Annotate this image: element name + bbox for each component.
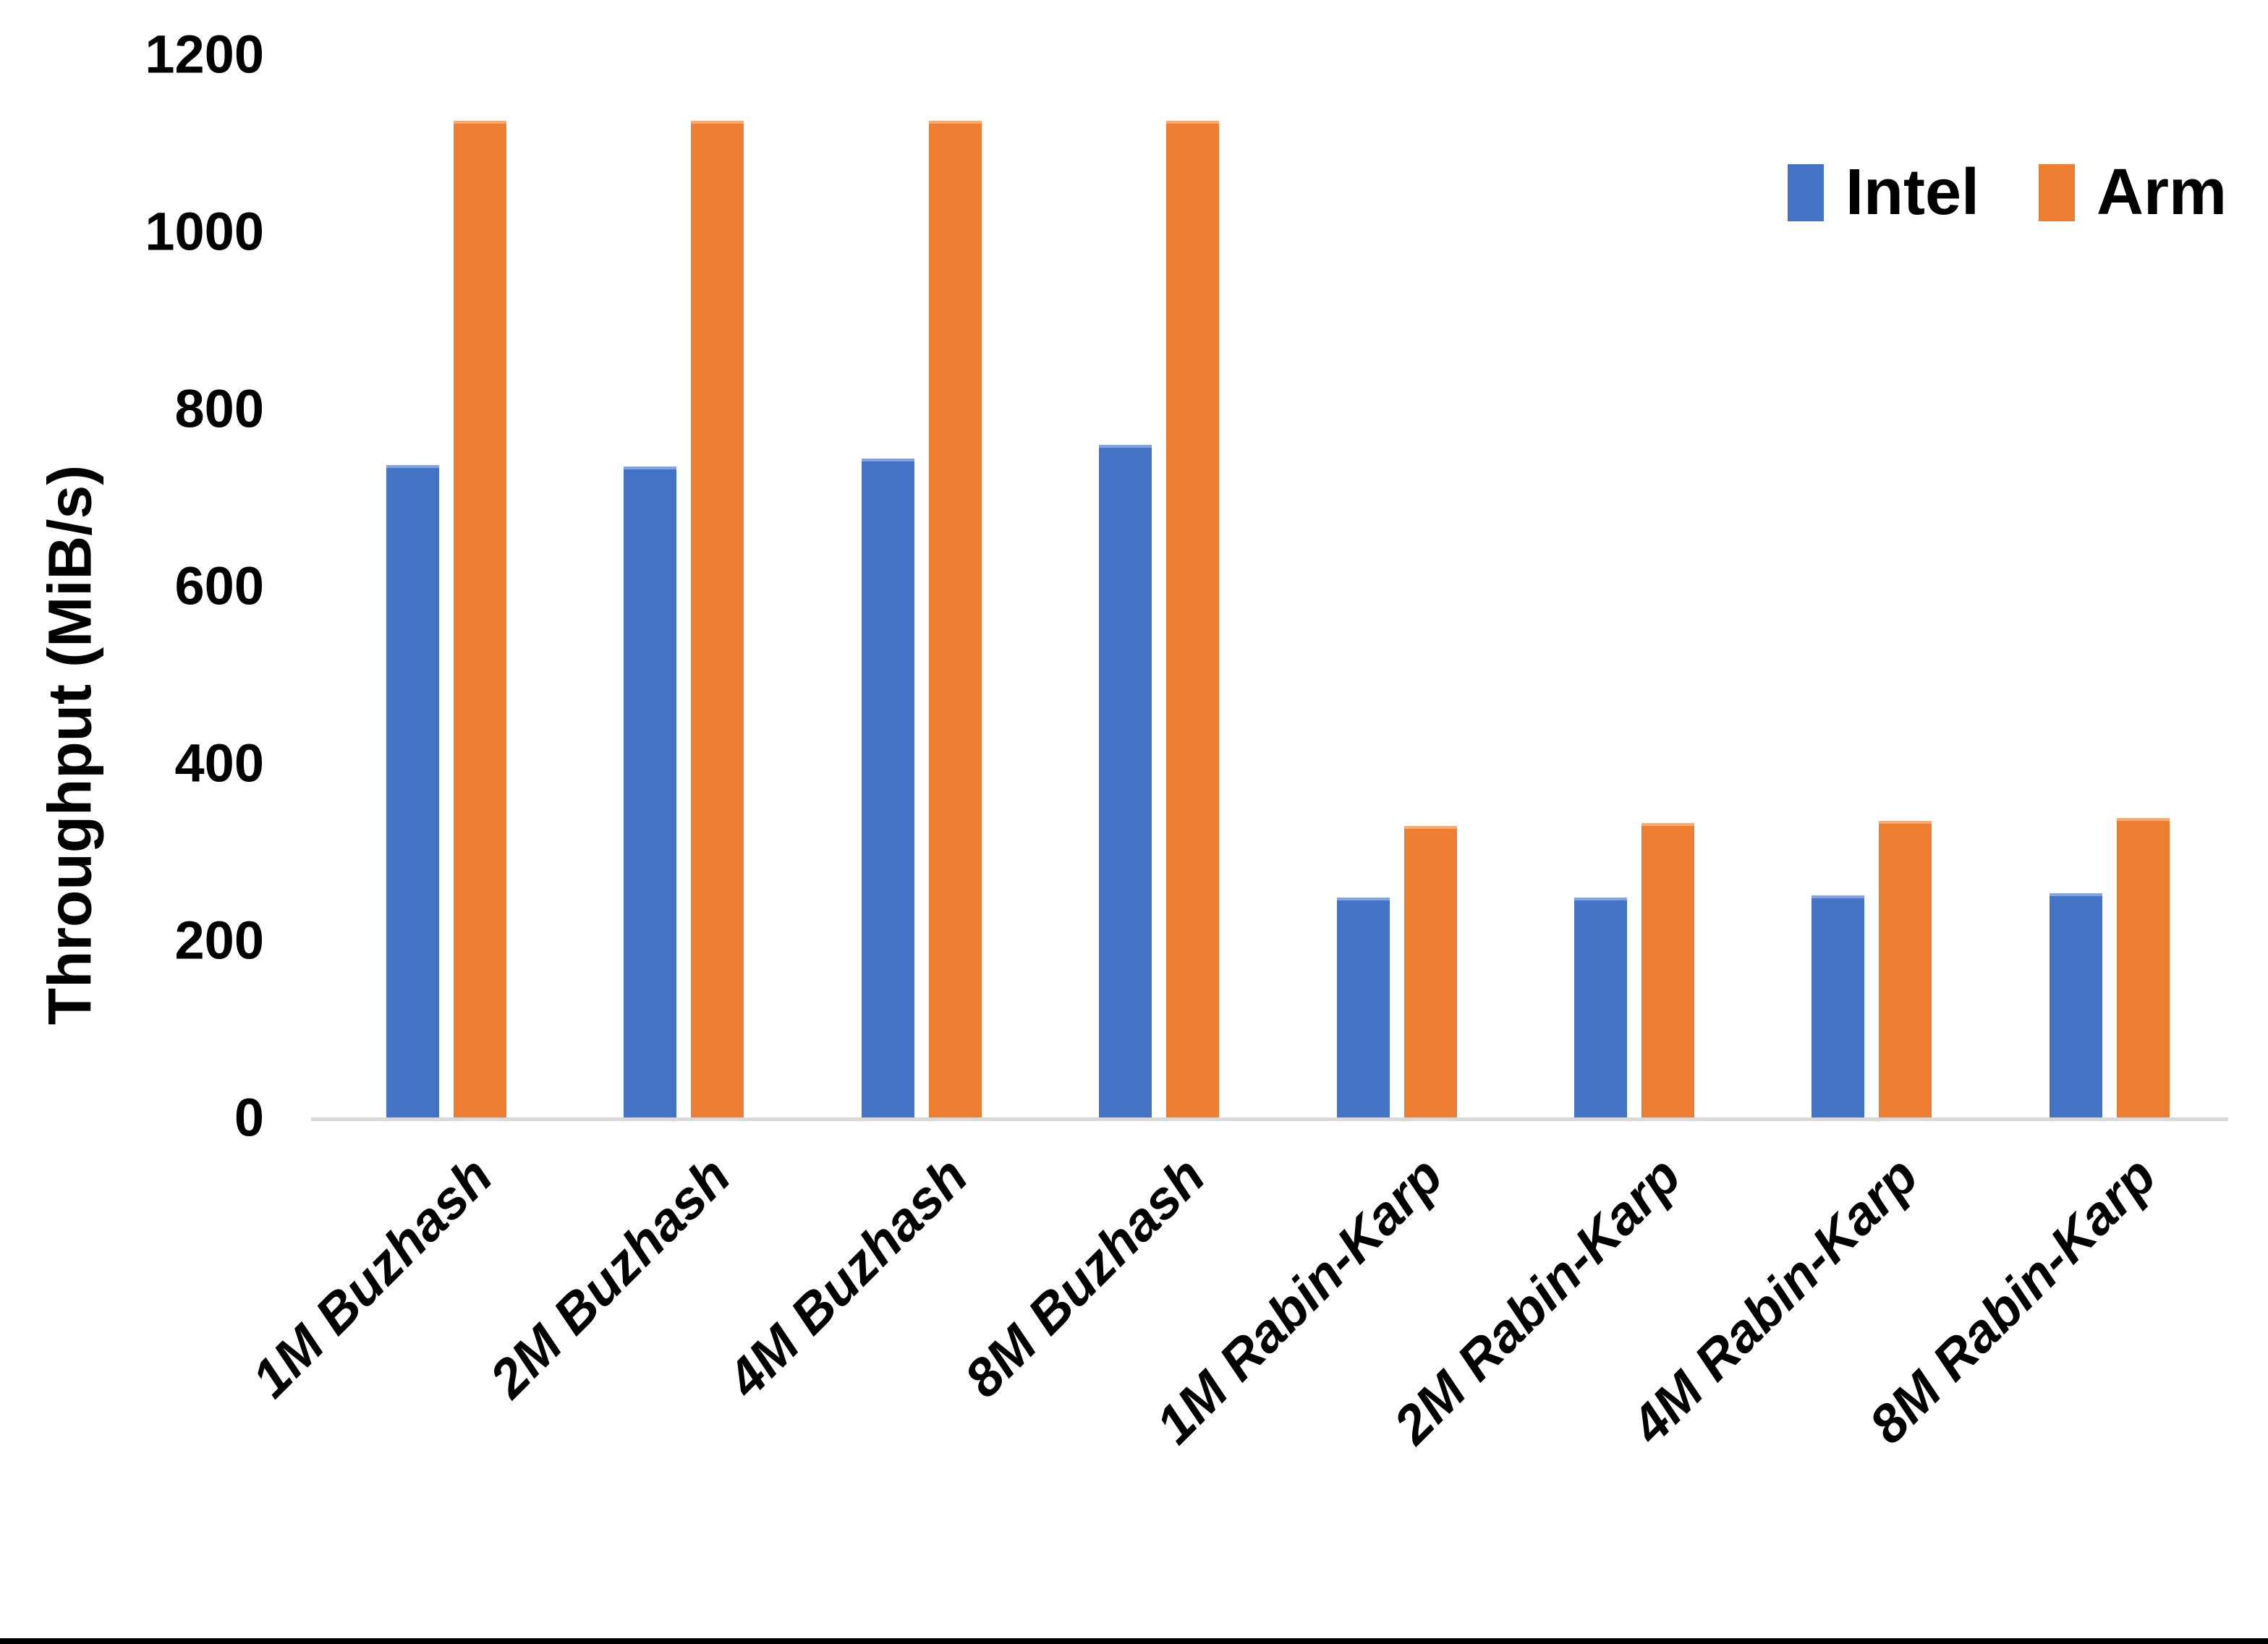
y-axis-title: Throughput (MiB/s)	[35, 464, 104, 1026]
bar-intel-8m-rabin-karp	[2049, 893, 2102, 1117]
legend-swatch-arm	[2039, 163, 2076, 221]
bar-intel-4m-rabin-karp	[1812, 895, 1865, 1117]
legend-item-arm: Arm	[2039, 160, 2227, 225]
bar-arm-1m-buzhash	[454, 120, 506, 1117]
bottom-border	[0, 1638, 2268, 1644]
bar-intel-1m-rabin-karp	[1336, 898, 1390, 1117]
legend-item-intel: Intel	[1788, 160, 1979, 225]
bar-arm-8m-rabin-karp	[2116, 817, 2170, 1117]
x-label-2m-buzhash: 2M Buzhash	[477, 1145, 742, 1409]
legend: Intel Arm	[1788, 160, 2227, 225]
y-tick-0: 0	[234, 1087, 264, 1148]
x-label-8m-buzhash: 8M Buzhash	[953, 1145, 1217, 1409]
bar-intel-8m-buzhash	[1099, 445, 1152, 1117]
y-tick-800: 800	[174, 378, 264, 439]
y-tick-1200: 1200	[145, 24, 264, 85]
bar-arm-2m-buzhash	[691, 120, 744, 1117]
bar-arm-8m-buzhash	[1166, 120, 1220, 1117]
bar-arm-4m-buzhash	[928, 120, 982, 1117]
y-tick-1000: 1000	[145, 201, 264, 262]
y-tick-200: 200	[174, 910, 264, 971]
bar-intel-1m-buzhash	[386, 465, 439, 1117]
x-label-4m-buzhash: 4M Buzhash	[715, 1145, 980, 1409]
bar-arm-2m-rabin-karp	[1641, 823, 1694, 1117]
legend-label-arm: Arm	[2097, 156, 2227, 229]
bar-intel-2m-buzhash	[624, 466, 677, 1117]
legend-swatch-intel	[1788, 163, 1824, 221]
bar-arm-4m-rabin-karp	[1879, 820, 1932, 1117]
x-axis-line	[311, 1117, 2228, 1121]
x-label-1m-buzhash: 1M Buzhash	[240, 1145, 504, 1409]
y-tick-400: 400	[174, 733, 264, 793]
bar-arm-1m-rabin-karp	[1403, 825, 1457, 1117]
legend-label-intel: Intel	[1846, 156, 1980, 229]
bar-intel-2m-rabin-karp	[1574, 898, 1627, 1117]
y-tick-600: 600	[174, 555, 264, 616]
bar-intel-4m-buzhash	[861, 458, 914, 1117]
